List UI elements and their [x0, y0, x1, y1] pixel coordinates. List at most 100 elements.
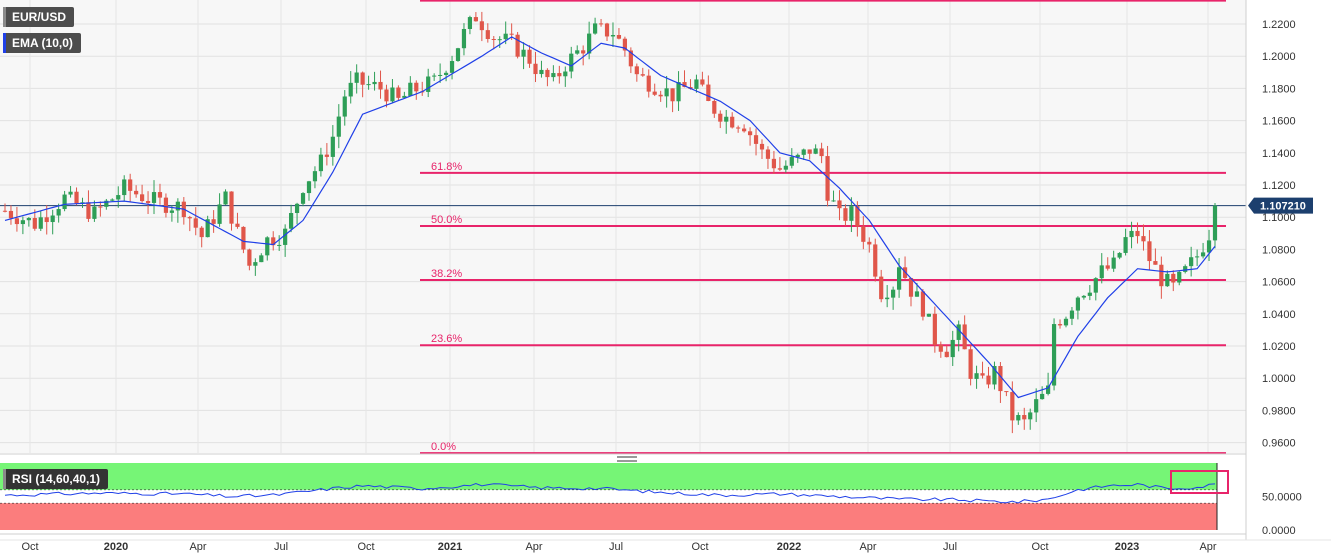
- candle: [253, 258, 258, 276]
- candle: [742, 124, 747, 133]
- candle: [521, 42, 526, 70]
- candle-body-down: [861, 226, 866, 242]
- candle-body-down: [598, 23, 604, 25]
- candle-body-up: [521, 49, 526, 57]
- candle-body-down: [145, 201, 151, 203]
- rsi-overbought-zone: [0, 463, 1217, 490]
- candle: [145, 191, 151, 215]
- candle-body-up: [354, 72, 359, 83]
- candle-body-down: [199, 227, 204, 238]
- candle-body-up: [503, 33, 508, 40]
- candle-body-up: [587, 33, 592, 54]
- y-tick-label: 1.1800: [1262, 83, 1296, 95]
- candle-body-down: [843, 208, 848, 221]
- candle: [259, 253, 264, 263]
- instrument-label: EUR/USD: [3, 7, 75, 27]
- candle: [592, 17, 598, 35]
- candle-body-up: [104, 200, 109, 207]
- rsi-y-tick-label: 0.0000: [1262, 525, 1296, 537]
- candle: [771, 150, 777, 174]
- candle-body-up: [539, 69, 544, 75]
- candle: [8, 205, 14, 225]
- candle-body-up: [1195, 256, 1200, 258]
- candle: [98, 201, 103, 217]
- candle: [408, 76, 413, 97]
- candle-body-down: [837, 200, 842, 209]
- candle: [1111, 250, 1116, 272]
- candle-body-down: [670, 88, 675, 102]
- candle: [765, 146, 771, 169]
- candle: [455, 47, 461, 62]
- candle-body-down: [473, 17, 478, 22]
- candle-body-up: [694, 79, 699, 89]
- candle: [384, 84, 389, 108]
- y-tick-label: 1.0800: [1262, 244, 1296, 256]
- candle: [563, 66, 568, 87]
- candle-body-down: [819, 148, 824, 157]
- candle-body-up: [1051, 324, 1057, 386]
- candle: [122, 175, 127, 201]
- candle: [1093, 277, 1098, 301]
- candle-body-down: [229, 191, 234, 224]
- candle: [306, 180, 312, 201]
- candle: [151, 180, 157, 215]
- candle-body-down: [414, 82, 419, 92]
- candle-body-down: [384, 89, 389, 102]
- candle-body-down: [271, 237, 276, 246]
- ema-legend: EMA (10,0): [3, 33, 81, 53]
- candle-body-up: [372, 81, 377, 85]
- candle-body-down: [908, 277, 914, 297]
- candle-body-up: [175, 201, 180, 211]
- candle: [271, 231, 276, 251]
- candle: [831, 190, 836, 202]
- candle-body-down: [640, 74, 645, 76]
- candle: [664, 75, 669, 108]
- candle-body-down: [1141, 236, 1146, 242]
- candle: [44, 205, 49, 235]
- candle: [557, 65, 562, 84]
- candle-body-down: [1004, 391, 1009, 393]
- candle: [336, 104, 341, 149]
- candle: [199, 226, 204, 248]
- candle: [1165, 270, 1170, 287]
- candle-body-up: [318, 154, 324, 172]
- candle-body-down: [74, 191, 79, 204]
- candle: [1117, 252, 1122, 260]
- candle-body-up: [801, 149, 806, 155]
- candle-body-up: [26, 218, 31, 221]
- candle-body-up: [205, 219, 210, 238]
- candle: [461, 23, 467, 56]
- candle: [759, 139, 765, 160]
- candle-body-down: [1022, 415, 1027, 420]
- candle: [1028, 408, 1033, 430]
- candle: [819, 142, 824, 164]
- candle: [950, 330, 955, 367]
- panel-splitter-handle: [617, 456, 637, 458]
- candle-body-up: [402, 95, 407, 98]
- candle-body-down: [360, 72, 365, 85]
- candle-body-up: [497, 39, 502, 41]
- candle: [956, 320, 961, 352]
- candle-body-up: [342, 96, 347, 117]
- candle-body-down: [1147, 241, 1152, 262]
- candle-body-up: [789, 157, 794, 166]
- candle: [128, 173, 133, 202]
- candle: [789, 148, 794, 169]
- x-tick-label: 2021: [438, 541, 462, 553]
- candle: [372, 71, 377, 91]
- candle: [1069, 307, 1075, 326]
- candle-body-down: [1105, 265, 1110, 269]
- candle-body-up: [563, 71, 568, 77]
- candle-body-down: [378, 81, 383, 90]
- candle: [628, 47, 633, 74]
- rsi-line: [4, 482, 1216, 504]
- x-tick-label: 2020: [104, 541, 128, 553]
- candle: [312, 166, 318, 189]
- candle: [1171, 270, 1176, 292]
- candle-body-up: [1063, 318, 1069, 326]
- candle-body-up: [1046, 385, 1051, 394]
- candle-body-up: [455, 48, 461, 62]
- candle-body-up: [259, 255, 264, 263]
- ema-10-line: [4, 36, 1216, 399]
